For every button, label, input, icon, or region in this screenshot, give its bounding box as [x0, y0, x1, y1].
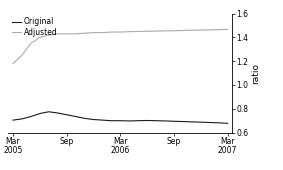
Original: [181, 121, 185, 123]
Adjusted: [199, 29, 202, 31]
Adjusted: [56, 33, 59, 35]
Original: [65, 114, 68, 116]
Adjusted: [226, 28, 229, 30]
Adjusted: [119, 31, 122, 33]
Original: [154, 120, 158, 122]
Original: [83, 117, 86, 119]
Adjusted: [154, 30, 158, 32]
Original: [38, 113, 42, 115]
Original: [226, 122, 229, 124]
Adjusted: [110, 31, 113, 33]
Original: [145, 120, 149, 122]
Adjusted: [217, 29, 220, 31]
Adjusted: [101, 32, 104, 34]
Adjusted: [136, 30, 140, 32]
Adjusted: [65, 33, 68, 35]
Original: [56, 112, 59, 114]
Adjusted: [181, 29, 185, 31]
Original: [190, 121, 194, 123]
Original: [136, 120, 140, 122]
Original: [92, 118, 95, 121]
Adjusted: [11, 63, 15, 65]
Adjusted: [74, 33, 77, 35]
Adjusted: [128, 31, 131, 33]
Adjusted: [83, 32, 86, 34]
Adjusted: [163, 30, 167, 32]
Original: [163, 120, 167, 122]
Line: Adjusted: Adjusted: [13, 29, 228, 64]
Original: [128, 120, 131, 122]
Adjusted: [92, 32, 95, 34]
Adjusted: [29, 42, 33, 44]
Original: [172, 120, 176, 122]
Original: [74, 116, 77, 118]
Legend: Original, Adjusted: Original, Adjusted: [12, 17, 57, 37]
Original: [208, 121, 211, 123]
Y-axis label: ratio: ratio: [251, 63, 260, 84]
Original: [199, 121, 202, 123]
Adjusted: [38, 36, 42, 38]
Adjusted: [20, 54, 23, 56]
Original: [101, 119, 104, 121]
Original: [217, 122, 220, 124]
Adjusted: [190, 29, 194, 31]
Adjusted: [47, 34, 50, 36]
Original: [20, 118, 23, 120]
Adjusted: [208, 29, 211, 31]
Adjusted: [145, 30, 149, 32]
Adjusted: [172, 30, 176, 32]
Original: [29, 116, 33, 118]
Original: [110, 120, 113, 122]
Original: [11, 119, 15, 121]
Original: [119, 120, 122, 122]
Line: Original: Original: [13, 112, 228, 123]
Original: [47, 111, 50, 113]
